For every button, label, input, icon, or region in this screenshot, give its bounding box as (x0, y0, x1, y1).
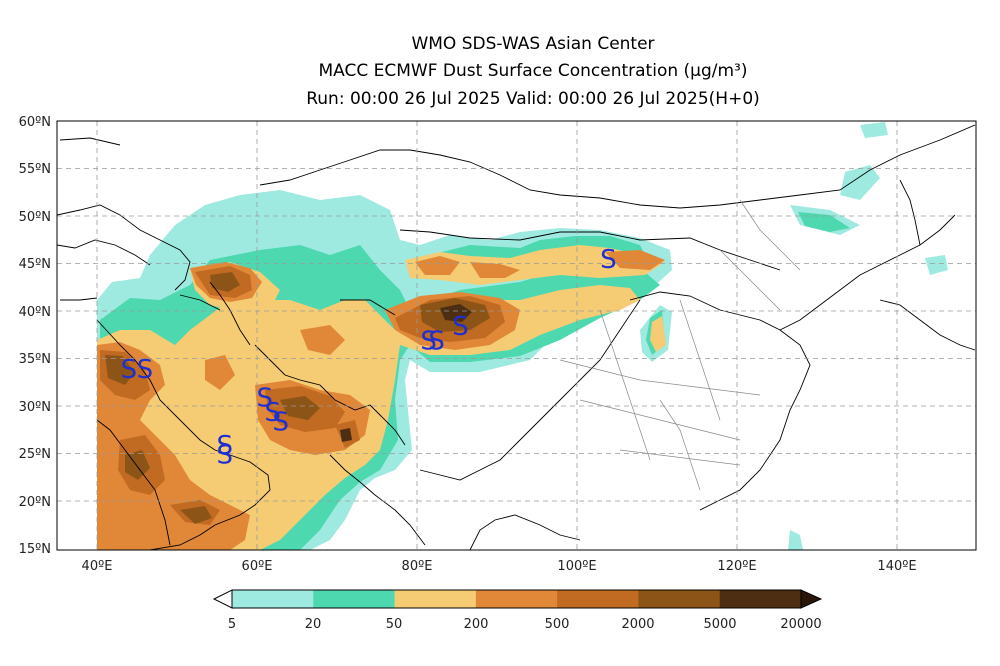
colorbar-label: 200 (464, 617, 489, 632)
colorbar-frame (231, 589, 802, 609)
colorbar-segment (313, 590, 396, 608)
lon-tick-label: 120ºE (717, 559, 756, 574)
dust-storm-symbol: S (265, 398, 282, 428)
lat-tick-label: 55ºN (19, 162, 51, 177)
colorbar-label: 50 (386, 617, 403, 632)
colorbar-segment (394, 590, 477, 608)
lat-tick-label: 35ºN (19, 352, 51, 367)
title-line-1: WMO SDS-WAS Asian Center (411, 34, 654, 54)
colorbar-segment (557, 590, 639, 608)
dust-storm-symbol: S (217, 441, 234, 471)
dust-storm-symbol: S (428, 326, 445, 356)
dust-level-5000-20000 (340, 304, 472, 442)
dust-storm-symbol: S (600, 245, 617, 275)
lat-tick-label: 50ºN (19, 210, 51, 225)
lon-tick-label: 80ºE (402, 559, 433, 574)
title-line-2: MACC ECMWF Dust Surface Concentration (μ… (318, 61, 747, 81)
longitude-tick-labels: 40ºE 60ºE 80ºE 100ºE 120ºE 140ºE (82, 559, 917, 574)
colorbar-label: 5 (228, 617, 236, 632)
colorbar-label: 20000 (780, 617, 821, 632)
dust-concentration-field (97, 122, 948, 550)
dust-storm-symbol: S (217, 431, 234, 461)
dust-level-200-500 (97, 250, 665, 550)
colorbar-segment (232, 590, 314, 608)
latitude-tick-labels: 60ºN 55ºN 50ºN 45ºN 40ºN 35ºN 30ºN 25ºN … (19, 115, 51, 557)
dust-storm-symbol: S (121, 355, 138, 385)
colorbar-segment (638, 590, 721, 608)
colorbar-label: 20 (305, 617, 322, 632)
colorbar-label: 2000 (621, 617, 654, 632)
colorbar-segment (475, 590, 558, 608)
lon-tick-label: 100ºE (557, 559, 596, 574)
colorbar-labels: 5 20 50 200 500 2000 5000 20000 (228, 617, 822, 632)
lon-tick-label: 40ºE (82, 559, 113, 574)
colorbar-under-arrow (212, 589, 233, 609)
lat-tick-label: 40ºN (19, 305, 51, 320)
dust-level-50-200 (97, 245, 666, 550)
dust-storm-symbol: S (272, 407, 289, 437)
lat-tick-label: 45ºN (19, 257, 51, 272)
lon-tick-label: 140ºE (877, 559, 916, 574)
dust-level-500-2000 (100, 266, 505, 525)
colorbar-over-arrow (800, 589, 823, 609)
lon-tick-label: 60ºE (242, 559, 273, 574)
map-gridlines (57, 121, 976, 550)
lat-tick-label: 15ºN (19, 542, 51, 557)
lat-tick-label: 60ºN (19, 115, 51, 130)
province-boundaries (559, 199, 801, 491)
colorbar-label: 5000 (703, 617, 736, 632)
dust-storm-symbol: S (452, 312, 469, 342)
dust-storm-symbol: S (137, 355, 154, 385)
lat-tick-label: 20ºN (19, 495, 51, 510)
dust-storm-symbol: S (420, 326, 437, 356)
map-frame (56, 120, 977, 551)
colorbar: 5 20 50 200 500 2000 5000 20000 (212, 589, 823, 632)
title-line-3: Run: 00:00 26 Jul 2025 Valid: 00:00 26 J… (306, 89, 760, 109)
lat-tick-label: 30ºN (19, 400, 51, 415)
dust-level-2000-5000 (105, 272, 490, 524)
dust-storm-symbol: S (257, 383, 274, 413)
colorbar-label: 500 (545, 617, 570, 632)
lat-tick-label: 25ºN (19, 447, 51, 462)
colorbar-segment (719, 590, 802, 608)
colorbar-segments (232, 590, 802, 608)
